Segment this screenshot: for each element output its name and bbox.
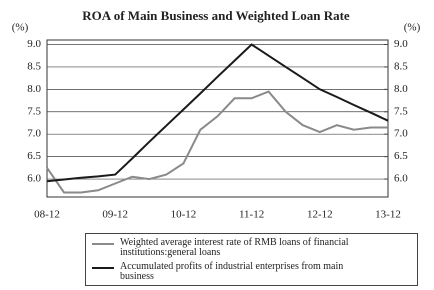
y-tick-label: 6.5 (27, 150, 41, 162)
y-tick-label: 9.0 (27, 38, 41, 50)
y-tick-label: 8.0 (27, 83, 41, 95)
legend-label: Accumulated profits of industrial enterp… (120, 261, 344, 282)
x-tick-label: 12-12 (307, 209, 333, 221)
y2-tick-label: 8.5 (394, 60, 408, 72)
legend-label: Weighted average interest rate of RMB lo… (120, 237, 349, 258)
legend-entry: Accumulated profits of industrial enterp… (92, 262, 360, 282)
series-line (46, 43, 389, 183)
y2-tick-label: 7.5 (394, 105, 408, 117)
series-line (46, 90, 388, 194)
y2-tick-label: 9.0 (394, 38, 408, 50)
y-tick-label: 8.5 (27, 60, 41, 72)
x-tick-label: 11-12 (239, 209, 264, 221)
legend-entry: Weighted average interest rate of RMB lo… (92, 238, 360, 258)
y2-tick-label: 7.0 (394, 128, 408, 140)
x-tick-label: 08-12 (34, 209, 60, 221)
x-tick-label: 10-12 (171, 209, 197, 221)
y2-tick-label: 6.5 (394, 150, 408, 162)
legend-swatch (92, 243, 114, 245)
y-unit: (%) (12, 22, 29, 34)
y-tick-label: 7.0 (27, 128, 41, 140)
y2-unit: (%) (404, 22, 421, 34)
y2-tick-label: 6.0 (394, 173, 408, 185)
legend: Weighted average interest rate of RMB lo… (85, 233, 418, 286)
x-tick-label: 09-12 (102, 209, 128, 221)
y-tick-label: 7.5 (27, 105, 41, 117)
x-tick-label: 13-12 (375, 209, 401, 221)
plot-frame (46, 39, 389, 198)
y-tick-label: 6.0 (27, 173, 41, 185)
chart-title: ROA of Main Business and Weighted Loan R… (82, 8, 350, 23)
y2-tick-label: 8.0 (394, 83, 408, 95)
legend-swatch (92, 267, 114, 269)
